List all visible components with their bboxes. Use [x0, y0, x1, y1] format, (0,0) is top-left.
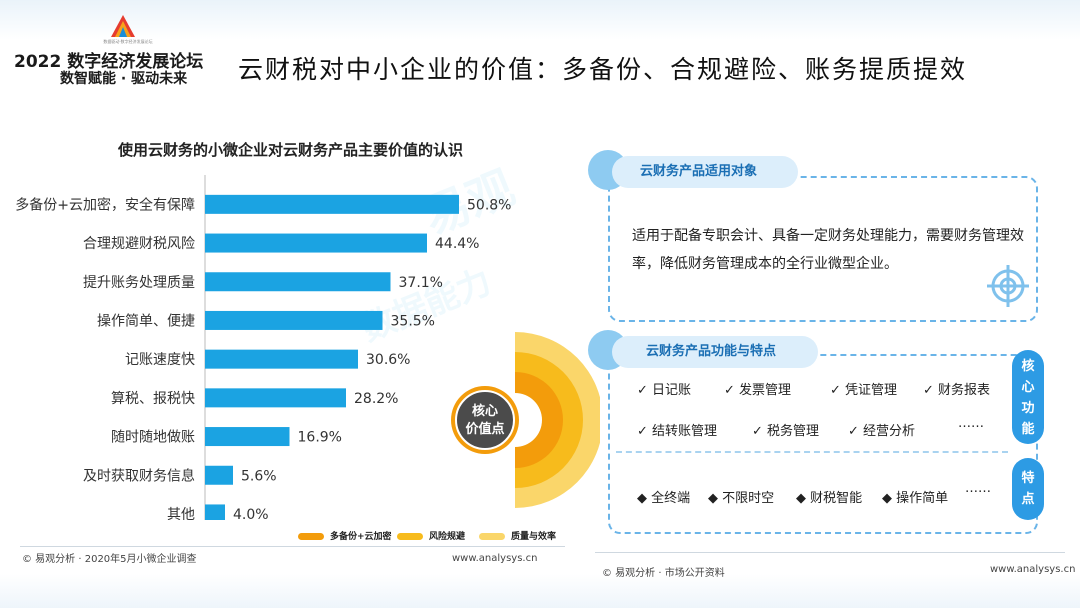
right-footer-source: © 易观分析 · 市场公开资料: [602, 568, 725, 579]
core-item-journal: ✓ 日记账: [637, 383, 692, 398]
feature-item-anytime: ◆ 不限时空: [708, 491, 775, 506]
feature-item-all-terminal: ◆ 全终端: [637, 491, 691, 506]
left-footer-url: www.analysys.cn: [452, 553, 538, 564]
forum-logo: 数据驱动·数字经济发展论坛 2022 数字经济发展论坛 数智赋能 · 驱动未来: [14, 14, 214, 89]
bar: [205, 504, 225, 520]
core-item-report: ✓ 财务报表: [923, 383, 991, 398]
bar-value-label: 37.1%: [399, 275, 443, 291]
bar-category-label: 多备份+云加密，安全有保障: [15, 196, 195, 213]
bar: [205, 194, 459, 214]
ring-outer-quality-efficiency: [515, 332, 600, 508]
bar-value-label: 5.6%: [241, 468, 277, 484]
feature-item-smart: ◆ 财税智能: [796, 491, 863, 506]
watermark: 易观 数据能力: [356, 160, 522, 350]
header-background: [0, 0, 1080, 40]
ring-center: [455, 390, 515, 450]
forum-logo-mark: [111, 15, 135, 37]
bar-value-label: 30.6%: [366, 352, 410, 368]
right-footer-divider: [595, 552, 1065, 553]
core-item-analysis: ✓ 经营分析: [848, 424, 916, 439]
left-footer-source: © 易观分析 · 2020年5月小微企业调查: [22, 554, 197, 565]
right-footer-url: www.analysys.cn: [990, 564, 1076, 575]
target-panel: [608, 176, 1038, 322]
core-item-invoice: ✓ 发票管理: [724, 383, 792, 398]
bar-value-label: 44.4%: [435, 236, 479, 252]
forum-slogan: 数智赋能 · 驱动未来: [60, 71, 188, 87]
bar-category-label: 及时获取财务信息: [83, 467, 195, 484]
bar-value-label: 50.8%: [467, 197, 511, 213]
core-item-closing: ✓ 结转账管理: [637, 424, 718, 439]
bar-category-label: 其他: [167, 507, 195, 520]
legend-quality-efficiency: 质量与效率: [479, 529, 556, 542]
left-footer-divider: [20, 546, 565, 547]
bar-category-label: 合理规避财税风险: [83, 236, 195, 252]
bar-category-label: 随时随地做账: [111, 430, 195, 446]
page-title: 云财税对中小企业的价值：多备份、合规避险、账务提质提效: [238, 55, 968, 84]
logo-small-text: 数据驱动·数字经济发展论坛: [103, 39, 153, 44]
bar-value-label: 4.0%: [233, 507, 269, 520]
bar-category-label: 算税、报税快: [111, 391, 195, 407]
core-item-more: ……: [958, 416, 984, 431]
bar-value-label: 16.9%: [298, 430, 342, 446]
feature-panel-divider: [616, 451, 1008, 453]
legend-risk-avoidance: 风险规避: [397, 529, 465, 542]
ring-center-label-line1: 核心: [472, 403, 498, 419]
feature-item-more: ……: [965, 481, 991, 496]
core-item-tax: ✓ 税务管理: [752, 424, 820, 439]
bar: [205, 310, 383, 330]
ring-inner-backup-encryption: [515, 372, 563, 468]
target-panel-title: 云财务产品适用对象: [612, 156, 798, 188]
bar-category-label: 记账速度快: [125, 352, 195, 368]
ring-middle-risk-avoidance: [515, 352, 583, 488]
bar: [205, 233, 427, 253]
feature-item-easy: ◆ 操作简单: [882, 491, 949, 506]
core-function-tag: 核心功能: [1012, 350, 1044, 444]
forum-name: 2022 数字经济发展论坛: [14, 52, 204, 72]
bar: [205, 349, 358, 369]
bar: [205, 272, 391, 292]
bar-category-label: 提升账务处理质量: [83, 275, 195, 291]
legend-backup-encryption: 多备份+云加密: [298, 529, 392, 542]
bar: [205, 427, 290, 447]
bar-value-label: 28.2%: [354, 391, 398, 407]
core-item-voucher: ✓ 凭证管理: [830, 383, 898, 398]
bar-chart: 多备份+云加密，安全有保障 50.8% 合理规避财税风险 44.4% 提升账务处理质量 3…: [15, 175, 511, 520]
footer-background: [0, 574, 1080, 608]
bar: [205, 465, 233, 485]
feature-panel: [608, 354, 1038, 534]
bar-category-label: 操作简单、便捷: [97, 312, 195, 329]
target-panel-text: 适用于配备专职会计、具备一定财务处理能力，需要财务管理效率，降低财务管理成本的全…: [632, 228, 1024, 272]
bar: [205, 388, 346, 408]
feature-tag: 特点: [1012, 458, 1044, 520]
chart-title: 使用云财务的小微企业对云财务产品主要价值的认识: [118, 141, 464, 159]
ring-center-label-line2: 价值点: [465, 421, 504, 437]
target-icon: [987, 265, 1029, 307]
feature-panel-title: 云财务产品功能与特点: [612, 336, 818, 368]
bar-value-label: 35.5%: [391, 313, 435, 329]
core-value-ring-chart: 核心 价值点: [451, 332, 600, 508]
